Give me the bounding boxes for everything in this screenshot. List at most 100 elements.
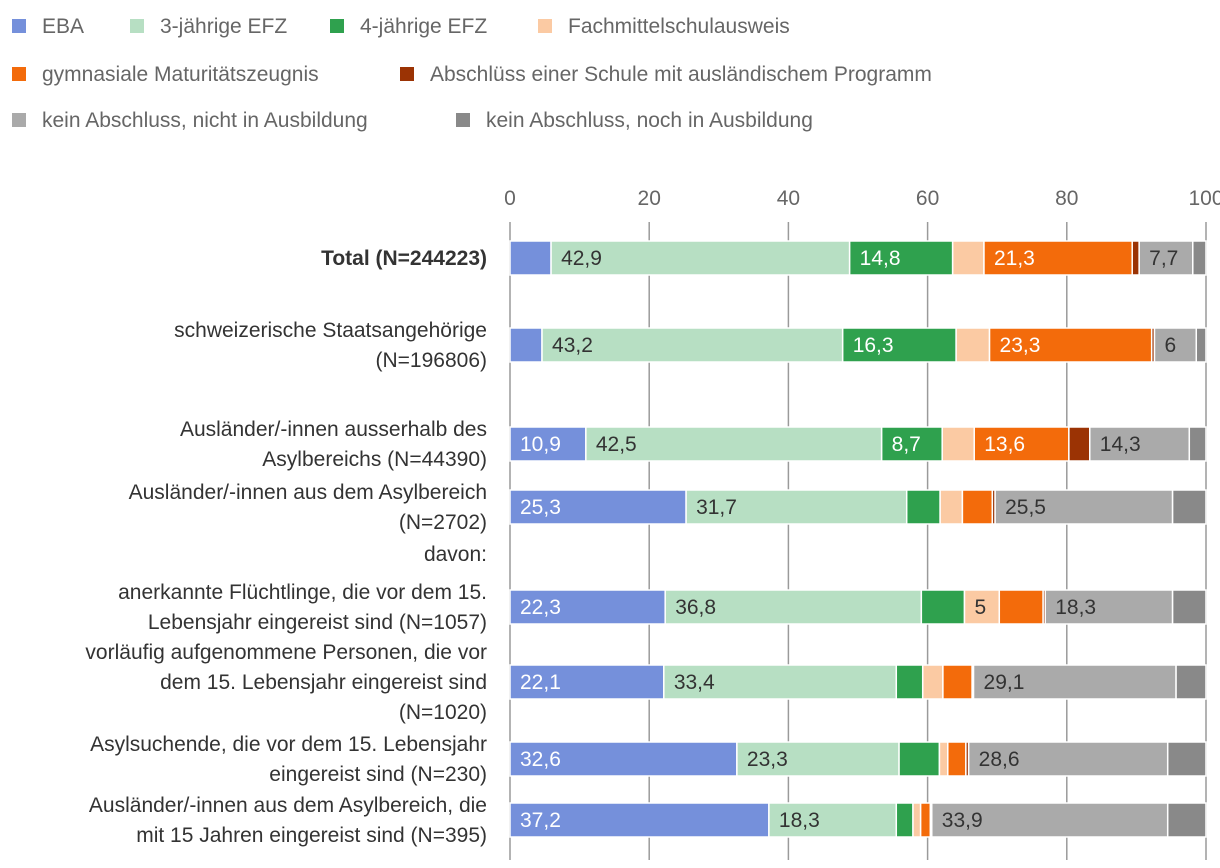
legend-swatch-eba — [12, 19, 26, 33]
bar-3-j-hrige-efz-row-7 — [768, 802, 898, 838]
x-tick-label-20: 20 — [638, 187, 661, 210]
bar-kein-abschluss-noch-in-ausbildung-row-3 — [1171, 489, 1207, 525]
annotations: davon: — [424, 543, 487, 566]
data-label-3-j-hrige-efz-row-2: 42,5 — [596, 433, 637, 456]
bar-eba-row-5 — [509, 664, 665, 700]
bar-eba-row-6 — [509, 741, 738, 777]
bar-3-j-hrige-efz-row-2 — [585, 426, 883, 462]
data-label-3-j-hrige-efz-row-1: 43,2 — [552, 334, 593, 357]
bar-fachmittelschulausweis-row-3 — [939, 489, 964, 525]
x-tick-labels: 0 20 40 60 80 100 — [504, 187, 1220, 210]
data-label-eba-row-2: 10,9 — [520, 433, 561, 456]
legend-swatch-abschl-ss-einer-schule-mit-ausl-ndischem-programm — [400, 67, 414, 81]
bar-gymnasiale-maturit-tszeugnis-row-5 — [942, 664, 973, 700]
data-label-3-j-hrige-efz-row-3: 31,7 — [696, 496, 737, 519]
data-label-eba-row-5: 22,1 — [520, 671, 561, 694]
row-label-1-line-1: (N=196806) — [376, 349, 488, 372]
bar-kein-abschluss-noch-in-ausbildung-row-5 — [1175, 664, 1207, 700]
data-label-eba-row-4: 22,3 — [520, 596, 561, 619]
legend-label-abschl-ss-einer-schule-mit-ausl-ndischem-programm: Abschlüss einer Schule mit ausländischem… — [430, 63, 932, 86]
bar-4-j-hrige-efz-row-1 — [841, 327, 957, 363]
bar-eba-row-4 — [509, 589, 666, 625]
legend-label-kein-abschluss-nicht-in-ausbildung: kein Abschluss, nicht in Ausbildung — [42, 109, 368, 132]
bar-kein-abschluss-nicht-in-ausbildung-row-5 — [972, 664, 1177, 700]
data-label-4-j-hrige-efz-row-2: 8,7 — [892, 433, 921, 456]
legend-swatch-fachmittelschulausweis — [538, 19, 552, 33]
data-label-3-j-hrige-efz-row-4: 36,8 — [675, 596, 716, 619]
bar-gymnasiale-maturit-tszeugnis-row-7 — [919, 802, 932, 838]
row-label-3-line-0: Ausländer/-innen aus dem Asylbereich — [129, 481, 487, 504]
x-tick-label-60: 60 — [916, 187, 939, 210]
data-label-kein-abschluss-nicht-in-ausbildung-row-1: 6 — [1164, 334, 1176, 357]
data-label-eba-row-7: 37,2 — [520, 809, 561, 832]
row-label-5-line-2: (N=1020) — [399, 701, 487, 724]
legend-swatch-gymnasiale-maturit-tszeugnis — [12, 67, 26, 81]
bar-eba-row-3 — [509, 489, 687, 525]
legend-swatch-kein-abschluss-nicht-in-ausbildung — [12, 113, 26, 127]
row-label-2-line-1: Asylbereichs (N=44390) — [262, 448, 487, 471]
bar-kein-abschluss-noch-in-ausbildung-row-7 — [1166, 802, 1207, 838]
data-label-eba-row-3: 25,3 — [520, 496, 561, 519]
bar-kein-abschluss-nicht-in-ausbildung-row-6 — [967, 741, 1169, 777]
legend-label-3-j-hrige-efz: 3-jährige EFZ — [160, 15, 287, 38]
bar-3-j-hrige-efz-row-0 — [550, 240, 851, 276]
legend-swatch-kein-abschluss-noch-in-ausbildung — [456, 113, 470, 127]
data-label-kein-abschluss-nicht-in-ausbildung-row-5: 29,1 — [984, 671, 1025, 694]
bar-kein-abschluss-noch-in-ausbildung-row-6 — [1166, 741, 1207, 777]
data-label-gymnasiale-maturit-tszeugnis-row-2: 13,6 — [984, 433, 1025, 456]
bar-4-j-hrige-efz-row-4 — [920, 589, 966, 625]
bar-kein-abschluss-nicht-in-ausbildung-row-4 — [1044, 589, 1174, 625]
bar-fachmittelschulausweis-row-0 — [951, 240, 985, 276]
row-label-0-line-0: Total (N=244223) — [321, 247, 487, 270]
data-label-4-j-hrige-efz-row-1: 16,3 — [853, 334, 894, 357]
x-tick-label-100: 100 — [1188, 187, 1220, 210]
bar-3-j-hrige-efz-row-4 — [664, 589, 923, 625]
bar-3-j-hrige-efz-row-1 — [541, 327, 844, 363]
annotation-0: davon: — [424, 543, 487, 566]
bar-fachmittelschulausweis-row-6 — [938, 741, 949, 777]
legend: EBA 3-jährige EFZ 4-jährige EFZ Fachmittels… — [12, 15, 932, 132]
row-label-4-line-1: Lebensjahr eingereist sind (N=1057) — [148, 611, 487, 634]
bar-4-j-hrige-efz-row-3 — [905, 489, 941, 525]
row-label-3-line-1: (N=2702) — [399, 511, 487, 534]
x-tick-label-0: 0 — [504, 187, 516, 210]
legend-label-fachmittelschulausweis: Fachmittelschulausweis — [568, 15, 790, 38]
bar-3-j-hrige-efz-row-3 — [685, 489, 908, 525]
bar-fachmittelschulausweis-row-1 — [955, 327, 991, 363]
bar-eba-row-0 — [509, 240, 552, 276]
row-label-5-line-0: vorläufig aufgenommene Personen, die vor — [85, 641, 487, 664]
row-labels: Total (N=244223) schweizerische Staatsang… — [85, 247, 487, 847]
data-label-kein-abschluss-nicht-in-ausbildung-row-2: 14,3 — [1100, 433, 1141, 456]
row-label-1-line-0: schweizerische Staatsangehörige — [174, 319, 487, 342]
data-label-fachmittelschulausweis-row-4: 5 — [974, 596, 986, 619]
bar-fachmittelschulausweis-row-5 — [921, 664, 944, 700]
row-label-6-line-1: eingereist sind (N=230) — [269, 763, 487, 786]
row-label-2-line-0: Ausländer/-innen ausserhalb des — [180, 418, 487, 441]
bar-kein-abschluss-noch-in-ausbildung-row-0 — [1192, 240, 1207, 276]
bar-fachmittelschulausweis-row-2 — [941, 426, 975, 462]
bar-kein-abschluss-noch-in-ausbildung-row-2 — [1188, 426, 1207, 462]
bar-abschl-ss-einer-schule-mit-ausl-ndischem-programm-row-2 — [1068, 426, 1091, 462]
legend-swatch-4-j-hrige-efz — [330, 19, 344, 33]
bar-gymnasiale-maturit-tszeugnis-row-4 — [998, 589, 1044, 625]
x-tick-label-40: 40 — [777, 187, 800, 210]
bar-4-j-hrige-efz-row-5 — [895, 664, 924, 700]
bar-4-j-hrige-efz-row-2 — [880, 426, 943, 462]
data-label-kein-abschluss-nicht-in-ausbildung-row-7: 33,9 — [942, 809, 983, 832]
bar-gymnasiale-maturit-tszeugnis-row-3 — [961, 489, 994, 525]
bar-3-j-hrige-efz-row-6 — [736, 741, 900, 777]
bars: 42,9 14,8 21,3 7,7 43,2 16,3 23,3 6 10,9 42,5 8,7 1… — [509, 240, 1207, 838]
bar-kein-abschluss-noch-in-ausbildung-row-4 — [1171, 589, 1207, 625]
row-label-4-line-0: anerkannte Flüchtlinge, die vor dem 15. — [118, 581, 487, 604]
bar-eba-row-7 — [509, 802, 770, 838]
row-label-6-line-0: Asylsuchende, die vor dem 15. Lebensjahr — [90, 733, 487, 756]
data-label-4-j-hrige-efz-row-0: 14,8 — [860, 247, 901, 270]
row-label-7-line-0: Ausländer/-innen aus dem Asylbereich, di… — [89, 794, 487, 817]
bar-gymnasiale-maturit-tszeugnis-row-6 — [947, 741, 967, 777]
data-label-kein-abschluss-nicht-in-ausbildung-row-0: 7,7 — [1149, 247, 1178, 270]
data-label-eba-row-6: 32,6 — [520, 748, 561, 771]
bar-gymnasiale-maturit-tszeugnis-row-1 — [988, 327, 1153, 363]
data-label-kein-abschluss-nicht-in-ausbildung-row-4: 18,3 — [1055, 596, 1096, 619]
data-label-3-j-hrige-efz-row-0: 42,9 — [561, 247, 602, 270]
bar-fachmittelschulausweis-row-7 — [912, 802, 922, 838]
